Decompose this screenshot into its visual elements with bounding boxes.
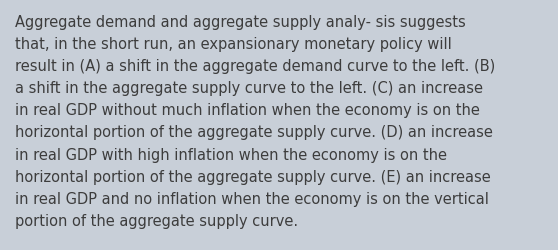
Text: in real GDP without much inflation when the economy is on the: in real GDP without much inflation when … (15, 103, 480, 118)
Text: horizontal portion of the aggregate supply curve. (D) an increase: horizontal portion of the aggregate supp… (15, 125, 493, 140)
Text: result in (A) a shift in the aggregate demand curve to the left. (B): result in (A) a shift in the aggregate d… (15, 59, 496, 74)
Text: that, in the short run, an expansionary monetary policy will: that, in the short run, an expansionary … (15, 37, 452, 52)
Text: in real GDP and no inflation when the economy is on the vertical: in real GDP and no inflation when the ec… (15, 191, 489, 206)
Text: in real GDP with high inflation when the economy is on the: in real GDP with high inflation when the… (15, 147, 447, 162)
Text: portion of the aggregate supply curve.: portion of the aggregate supply curve. (15, 213, 298, 228)
Text: horizontal portion of the aggregate supply curve. (E) an increase: horizontal portion of the aggregate supp… (15, 169, 491, 184)
Text: Aggregate demand and aggregate supply analy- sis suggests: Aggregate demand and aggregate supply an… (15, 15, 466, 30)
Text: a shift in the aggregate supply curve to the left. (C) an increase: a shift in the aggregate supply curve to… (15, 81, 483, 96)
